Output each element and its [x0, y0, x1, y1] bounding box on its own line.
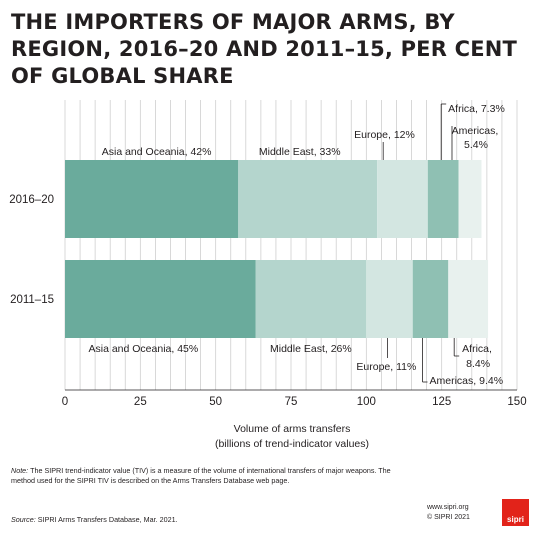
- data-label: Africa, 7.3%: [448, 103, 505, 115]
- bar-segment-europe: [377, 160, 428, 238]
- note: Note: The SIPRI trend-indicator value (T…: [11, 466, 391, 486]
- data-label: 8.4%: [466, 358, 490, 370]
- sipri-logo: sipri: [502, 499, 529, 526]
- data-label: Europe, 12%: [354, 129, 415, 141]
- website: www.sipri.org: [427, 504, 469, 511]
- x-tick-label: 150: [507, 396, 526, 408]
- bar-segment-americas: [458, 160, 482, 238]
- note-text: The SIPRI trend-indicator value (TIV) is…: [11, 466, 391, 485]
- x-tick-label: 50: [209, 396, 222, 408]
- title-line-2: REGION, 2016–20 AND 2011–15, PER CENT: [11, 37, 518, 61]
- bar-segment-europe: [366, 260, 413, 338]
- copyright: © SIPRI 2021: [427, 513, 470, 521]
- logo-text: sipri: [507, 515, 524, 524]
- title-line-3: OF GLOBAL SHARE: [11, 64, 234, 88]
- category-label: 2016–20: [9, 194, 54, 206]
- data-label: Americas, 9.4%: [430, 375, 504, 387]
- data-label: Americas,: [452, 125, 499, 137]
- bar-segment-africa: [412, 260, 449, 338]
- title-line-1: THE IMPORTERS OF MAJOR ARMS, BY: [11, 10, 455, 34]
- x-tick-label: 125: [432, 396, 451, 408]
- chart-title: THE IMPORTERS OF MAJOR ARMS, BY REGION, …: [11, 9, 531, 90]
- x-tick-label: 0: [62, 396, 68, 408]
- source: Source: SIPRI Arms Transfers Database, M…: [11, 515, 178, 524]
- bar-segment-africa: [427, 160, 459, 238]
- bar-segment-middle-east: [255, 260, 367, 338]
- data-label: 5.4%: [464, 139, 488, 151]
- category-label: 2011–15: [10, 294, 54, 306]
- bar-segment-americas: [448, 260, 489, 338]
- data-label: Asia and Oceania, 42%: [102, 146, 212, 158]
- data-label: Europe, 11%: [356, 361, 416, 373]
- x-axis-label: Volume of arms transfers: [234, 423, 351, 435]
- data-label: Africa,: [462, 343, 492, 355]
- source-label: Source:: [11, 515, 36, 524]
- bar-segment-middle-east: [238, 160, 378, 238]
- x-tick-label: 75: [285, 396, 298, 408]
- data-label: Middle East, 33%: [259, 146, 341, 158]
- source-text: SIPRI Arms Transfers Database, Mar. 2021…: [37, 515, 178, 524]
- data-label: Middle East, 26%: [270, 343, 352, 355]
- x-tick-label: 100: [357, 396, 376, 408]
- bar-segment-asia-and-oceania: [65, 160, 239, 238]
- credits: www.sipri.org © SIPRI 2021: [427, 503, 470, 522]
- data-label: Asia and Oceania, 45%: [88, 343, 198, 355]
- bar-segment-asia-and-oceania: [65, 260, 256, 338]
- x-axis-label-units: (billions of trend-indicator values): [215, 438, 369, 450]
- x-tick-label: 25: [134, 396, 147, 408]
- note-label: Note:: [11, 466, 29, 475]
